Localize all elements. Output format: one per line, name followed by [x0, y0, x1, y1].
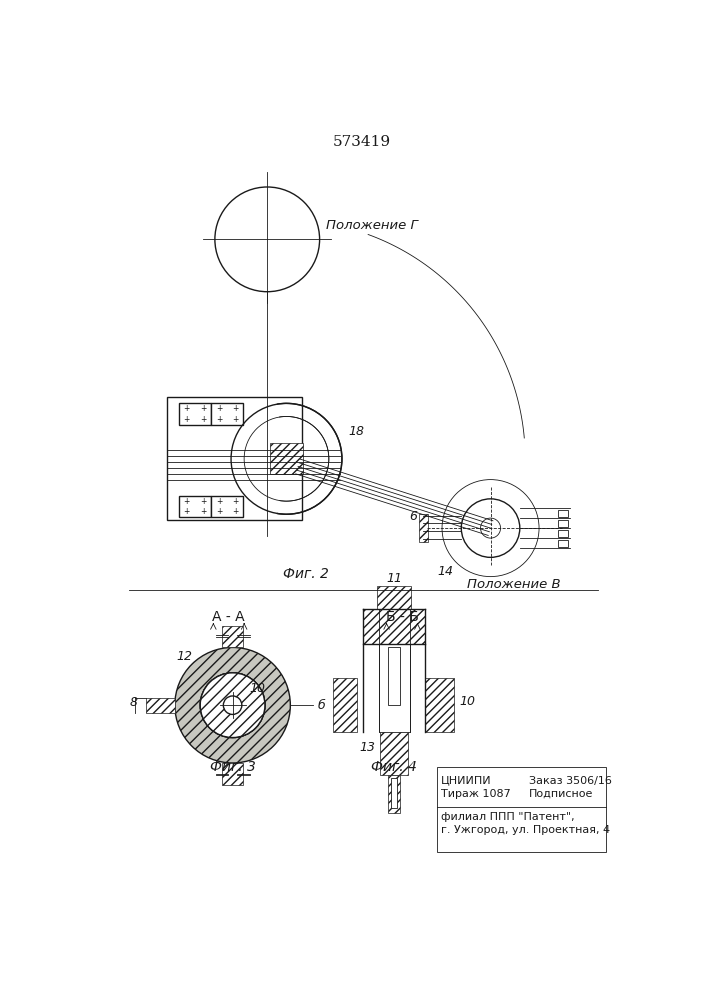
Text: Заказ 3506/16: Заказ 3506/16 [529, 776, 612, 786]
Bar [211, 496, 243, 517]
Text: Положение В: Положение В [467, 578, 561, 591]
Bar [379, 644, 409, 732]
Bar [391, 778, 397, 808]
Text: 573419: 573419 [333, 135, 391, 149]
Text: +: + [184, 497, 190, 506]
Text: 8: 8 [130, 696, 138, 709]
Circle shape [200, 673, 265, 738]
Bar [419, 514, 428, 542]
Text: 10: 10 [460, 695, 476, 708]
Bar [380, 732, 408, 774]
Bar [388, 774, 400, 813]
Text: Б - Б: Б - Б [385, 610, 419, 624]
Bar [211, 403, 243, 425]
Bar [559, 540, 568, 547]
Bar [333, 678, 357, 732]
Bar [179, 496, 211, 517]
Bar [437, 767, 606, 852]
Bar [269, 443, 303, 474]
Text: 14: 14 [438, 565, 454, 578]
Text: +: + [232, 415, 238, 424]
Text: Тираж 1087: Тираж 1087 [441, 789, 511, 799]
Bar [388, 647, 400, 705]
Text: 11: 11 [386, 572, 402, 585]
Text: +: + [200, 415, 206, 424]
Bar [146, 698, 175, 713]
Bar [559, 510, 568, 517]
Text: г. Ужгород, ул. Проектная, 4: г. Ужгород, ул. Проектная, 4 [441, 825, 610, 835]
Text: б: б [317, 699, 325, 712]
Text: 18: 18 [348, 425, 364, 438]
Circle shape [223, 696, 242, 714]
Text: 12: 12 [176, 650, 192, 663]
Text: 13: 13 [359, 741, 375, 754]
Text: +: + [200, 507, 206, 516]
Bar [559, 530, 568, 537]
Bar [179, 403, 211, 425]
Text: Фиг. 3: Фиг. 3 [210, 760, 255, 774]
Text: +: + [184, 404, 190, 413]
Text: +: + [184, 415, 190, 424]
Text: +: + [232, 404, 238, 413]
Bar [222, 626, 243, 647]
Bar [222, 763, 243, 785]
Text: +: + [216, 507, 222, 516]
Circle shape [175, 647, 291, 763]
Circle shape [200, 673, 265, 738]
Text: Подписное: Подписное [529, 789, 593, 799]
Bar [378, 586, 411, 609]
Circle shape [200, 673, 265, 738]
Text: +: + [200, 497, 206, 506]
Text: Положение Г: Положение Г [326, 219, 418, 232]
Text: А - А: А - А [212, 610, 245, 624]
Bar [425, 678, 455, 732]
Text: +: + [200, 404, 206, 413]
Text: 10: 10 [250, 682, 266, 695]
Text: Фиг. 4: Фиг. 4 [371, 760, 417, 774]
Bar [559, 520, 568, 527]
Text: 6: 6 [409, 510, 418, 523]
Text: филиал ППП "Патент",: филиал ППП "Патент", [441, 812, 575, 822]
Bar [167, 397, 302, 520]
Text: ЦНИИПИ: ЦНИИПИ [441, 776, 492, 786]
Text: +: + [216, 497, 222, 506]
Bar [363, 609, 425, 644]
Text: +: + [232, 497, 238, 506]
Text: +: + [232, 507, 238, 516]
Text: +: + [216, 415, 222, 424]
Text: Фиг. 2: Фиг. 2 [283, 567, 329, 581]
Text: +: + [216, 404, 222, 413]
Text: +: + [184, 507, 190, 516]
